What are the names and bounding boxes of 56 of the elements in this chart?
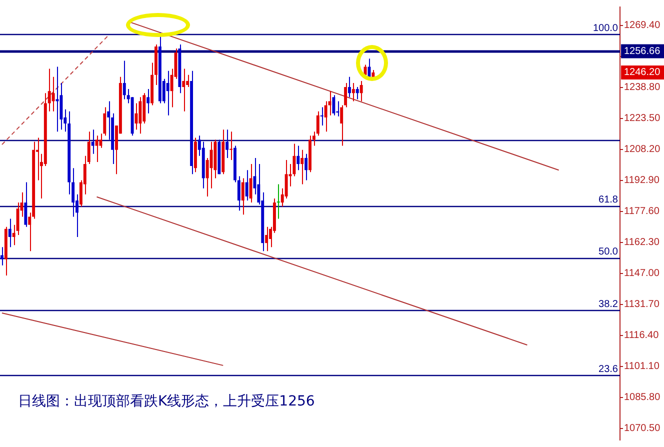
candlestick — [166, 70, 170, 116]
y-tick-label: 1192.90 — [624, 175, 660, 186]
candlestick — [340, 104, 344, 146]
y-tick-label: 1162.30 — [624, 237, 660, 248]
y-tick-label: 1147.00 — [624, 268, 660, 280]
candlestick — [210, 141, 213, 189]
candlestick — [122, 60, 126, 100]
annotation: 23.6 — [598, 364, 618, 375]
candlestick — [332, 94, 336, 116]
y-tick-label: 1116.40 — [624, 330, 660, 342]
candlestick — [348, 76, 351, 98]
y-tick-label: 1131.70 — [624, 299, 660, 310]
annotation: 38.2 — [598, 298, 618, 310]
candlestick — [245, 170, 248, 202]
candlestick — [324, 100, 328, 132]
candlestick — [182, 68, 186, 112]
y-tick-label: 1177.60 — [624, 206, 660, 218]
candlestick — [360, 80, 363, 102]
y-tick-label: 1238.80 — [624, 82, 661, 94]
annotation: 1246.20 — [624, 67, 661, 78]
candlestick — [356, 86, 359, 100]
candlestick — [8, 218, 12, 248]
candlestick — [265, 226, 268, 252]
y-tick-label: 1085.80 — [624, 392, 661, 404]
candlestick — [352, 82, 355, 102]
candlestick — [344, 82, 348, 108]
candlestick — [99, 133, 102, 148]
annotation: 61.8 — [598, 194, 618, 206]
candlestick — [226, 129, 229, 158]
y-tick-label: 1070.50 — [624, 423, 661, 434]
candlestick — [146, 88, 150, 114]
candlestick — [48, 68, 51, 112]
candlestick — [320, 106, 324, 126]
candlestick — [0, 246, 4, 266]
candlestick — [230, 131, 232, 160]
candlestick — [91, 129, 94, 154]
candlestick — [95, 135, 98, 163]
candlestick — [103, 106, 106, 136]
candlestick — [304, 153, 308, 181]
y-tick-label: 1223.50 — [624, 113, 661, 124]
candlestick — [52, 76, 55, 112]
y-tick-label: 1269.40 — [624, 20, 661, 32]
candlestick — [300, 149, 304, 185]
y-tick-label: 1208.20 — [624, 144, 661, 156]
ref-line-label: 1256.66 — [624, 46, 661, 57]
y-tick-label: 1101.10 — [624, 361, 660, 372]
candlestick — [296, 145, 300, 171]
candlestick — [24, 182, 28, 228]
candlestick — [186, 74, 190, 88]
candlestick — [138, 96, 142, 134]
annotation: 100.0 — [592, 22, 618, 34]
candlestick — [284, 159, 288, 199]
candlestick — [241, 178, 244, 216]
candlestick — [276, 184, 280, 220]
annotation: 50.0 — [598, 246, 618, 258]
annotation: 日线图：出现顶部看跌K线形态，上升受压1256 — [18, 394, 315, 410]
